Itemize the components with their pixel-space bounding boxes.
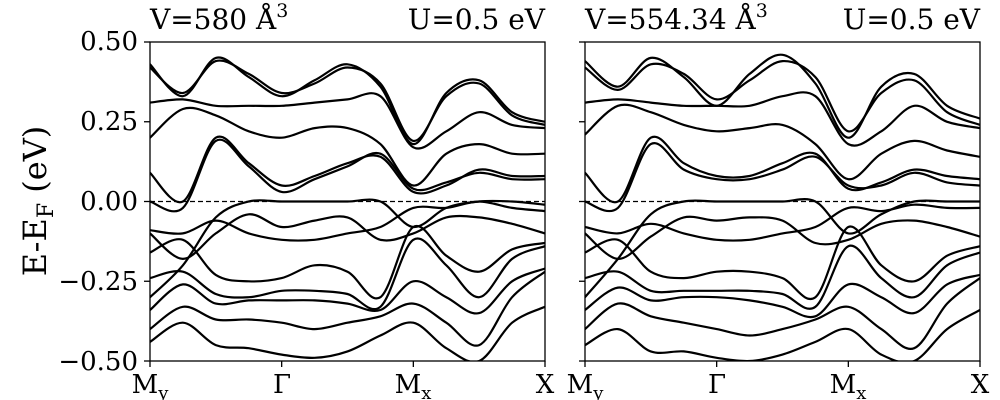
panel-title-u: U=0.5 eV (408, 3, 546, 36)
x-tick-label-x: X (971, 370, 990, 400)
band-line (150, 305, 545, 361)
band-line (585, 59, 980, 133)
band-lines (585, 53, 980, 361)
x-tick-label-my: My (567, 370, 605, 400)
x-tick-label-mx: Mx (395, 370, 432, 400)
y-tick-label: −0.25 (58, 267, 138, 297)
band-line (150, 138, 545, 213)
band-line (585, 277, 980, 350)
band-line (585, 273, 980, 319)
band-line (150, 135, 545, 204)
x-tick-label-gamma: Γ (708, 370, 726, 400)
band-line (150, 270, 545, 347)
band-line (585, 53, 980, 139)
band-line (150, 267, 545, 315)
x-tick-label-x: X (536, 370, 555, 400)
x-tick-labels: My Γ Mx X (132, 370, 555, 400)
band-line (585, 308, 980, 361)
band-line (150, 106, 545, 187)
band-line (585, 91, 980, 147)
plot-frame (149, 41, 546, 362)
plot-frame (584, 41, 981, 362)
band-line (150, 213, 545, 260)
x-tick-label-mx: Mx (830, 370, 867, 400)
band-line (150, 59, 545, 142)
band-panel-left: V=580 Å3 U=0.5 eV 0.50 0.25 0.00 −0.25 −… (58, 0, 554, 400)
y-tick-labels: 0.50 0.25 0.00 −0.25 −0.50 (58, 27, 138, 377)
band-line (585, 203, 980, 242)
y-tick-label: 0.50 (80, 27, 138, 57)
band-line (150, 224, 545, 300)
band-line (585, 244, 980, 310)
band-line (150, 200, 545, 242)
x-tick-labels: My Γ Mx X (567, 370, 990, 400)
panel-title-volume: V=554.34 Å3 (584, 0, 768, 36)
band-line (150, 198, 545, 299)
band-line (585, 135, 980, 204)
band-line (150, 92, 545, 150)
band-line (150, 237, 545, 311)
band-line (585, 103, 980, 181)
panel-title-u: U=0.5 eV (843, 3, 981, 36)
y-tick-label: 0.25 (80, 107, 138, 137)
band-line (585, 225, 980, 301)
y-tick-label: 0.00 (80, 187, 138, 217)
panel-title-volume: V=580 Å3 (149, 0, 288, 36)
band-lines (150, 56, 545, 361)
band-line (585, 142, 980, 213)
band-panel-right: V=554.34 Å3 U=0.5 eV My Γ Mx X (567, 0, 990, 400)
y-axis-label: E-EF (eV) (16, 126, 59, 277)
band-line (150, 56, 545, 146)
x-tick-label-my: My (132, 370, 170, 400)
band-line (585, 215, 980, 261)
x-tick-label-gamma: Γ (273, 370, 291, 400)
band-line (585, 198, 980, 299)
y-tick-label: −0.50 (58, 347, 138, 377)
